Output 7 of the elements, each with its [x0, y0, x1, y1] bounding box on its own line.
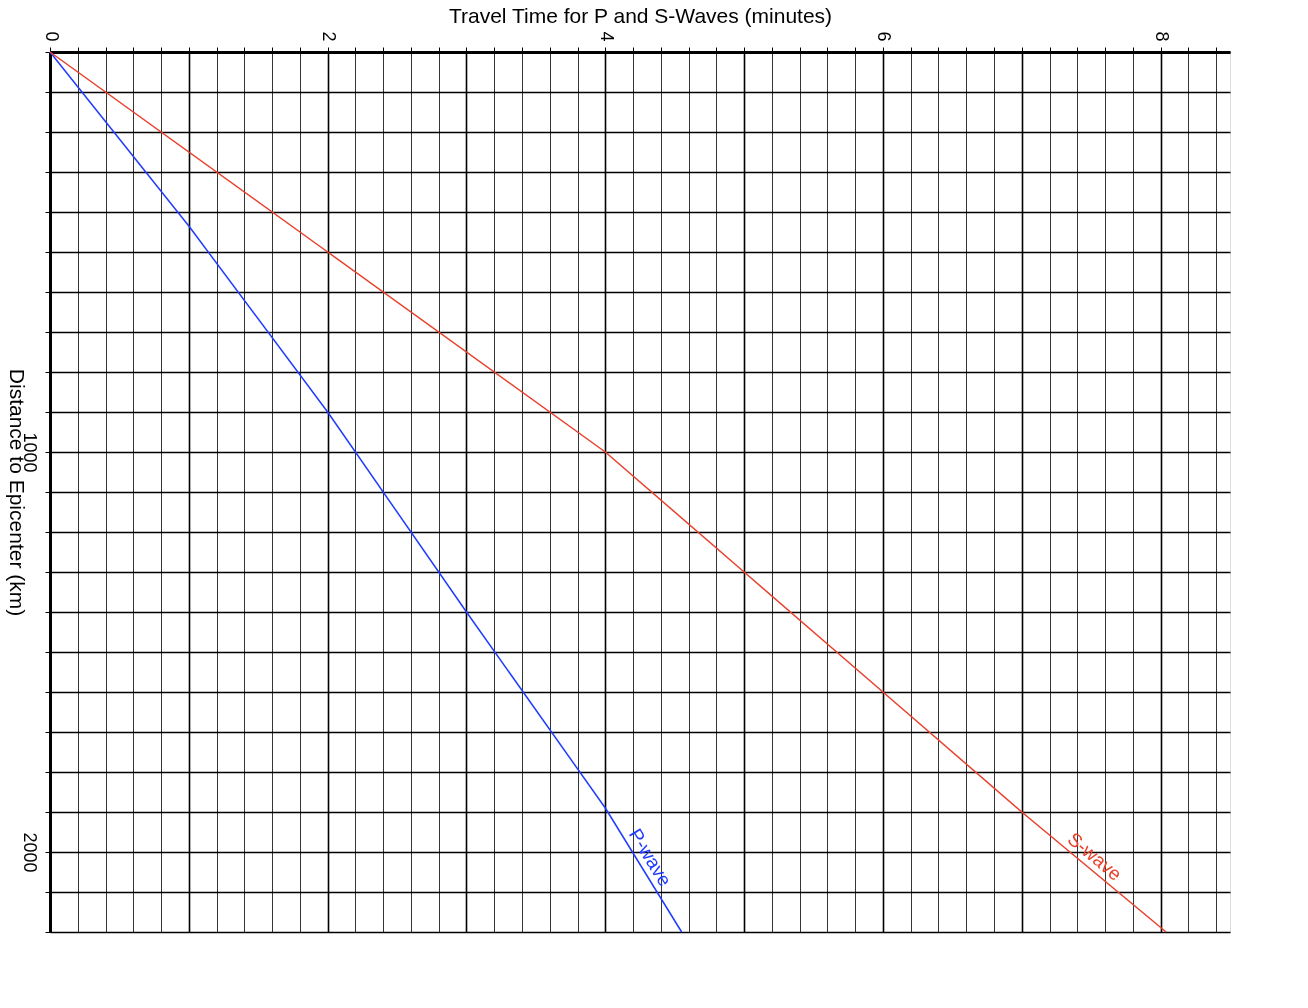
x-tick-label: 8 [1152, 31, 1173, 42]
x-tick-label: 4 [596, 31, 617, 42]
x-tick-label: 6 [874, 31, 895, 42]
x-tick-label: 0 [41, 31, 62, 42]
y-tick-label: 2000 [19, 832, 40, 873]
x-axis-title: Travel Time for P and S-Waves (minutes) [448, 4, 833, 28]
x-tick-label: 2 [319, 31, 340, 42]
